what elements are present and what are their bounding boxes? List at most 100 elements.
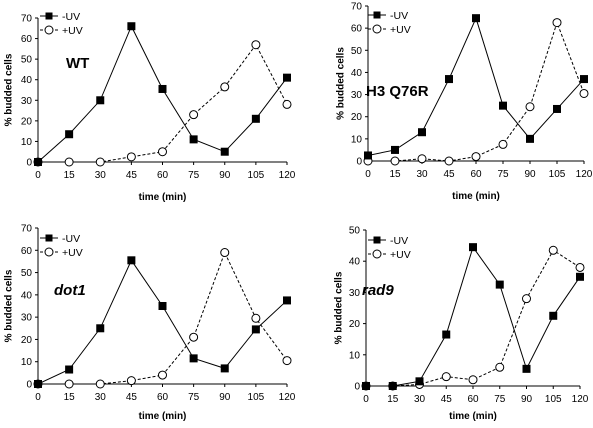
x-tick-label: 120 [572, 394, 589, 405]
x-tick-label: 15 [64, 392, 76, 403]
data-point-minus-uv [362, 382, 370, 390]
data-point-plus-uv [189, 332, 199, 342]
data-point-minus-uv [472, 14, 480, 23]
strain-label: dot1 [54, 282, 86, 299]
y-tick-label: 40 [21, 290, 33, 301]
data-point-minus-uv [283, 73, 291, 82]
x-tick-label: 45 [126, 170, 138, 181]
data-point-minus-uv [364, 151, 372, 160]
chart-panel-2: 0 10 20 30 40 50 60 70 0 15 30 45 60 75 90 105 120 time (… [336, 2, 593, 203]
data-point-minus-uv [445, 75, 453, 84]
data-point-minus-uv [34, 380, 42, 388]
y-tick-label: 60 [351, 24, 363, 35]
x-axis-label: time (min) [139, 192, 187, 203]
legend-marker-plus-uv [44, 247, 54, 257]
x-axis-label: time (min) [452, 191, 500, 202]
data-point-plus-uv [579, 88, 589, 98]
legend-label-minus-uv: -UV [390, 235, 408, 247]
data-point-minus-uv [388, 382, 397, 390]
data-point-minus-uv [415, 377, 424, 386]
y-tick-label: 0 [26, 158, 32, 169]
legend-label-minus-uv: -UV [62, 11, 80, 23]
legend-marker-plus-uv [372, 249, 382, 259]
y-tick-label: 70 [21, 14, 33, 25]
y-tick-label: 50 [351, 46, 363, 57]
legend-label-plus-uv: +UV [62, 247, 83, 259]
y-tick-label: 40 [349, 257, 361, 268]
y-tick-label: 0 [356, 157, 362, 168]
data-point-plus-uv [417, 154, 427, 164]
data-point-plus-uv [64, 157, 74, 167]
y-tick-label: 30 [21, 96, 33, 107]
data-point-minus-uv [526, 134, 534, 143]
data-point-plus-uv [282, 99, 292, 109]
data-point-minus-uv [549, 311, 558, 320]
x-tick-label: 90 [524, 169, 536, 180]
legend: -UV +UV [368, 10, 411, 36]
x-tick-label: 75 [188, 392, 200, 403]
x-tick-label: 60 [470, 169, 482, 180]
data-point-minus-uv [499, 101, 507, 110]
x-tick-label: 105 [549, 169, 566, 180]
x-tick-label: 0 [365, 169, 371, 180]
x-tick-label: 105 [248, 170, 265, 181]
data-point-plus-uv [158, 370, 167, 380]
y-tick-label: 10 [21, 137, 33, 148]
legend-label-plus-uv: +UV [390, 24, 411, 36]
x-tick-label: 30 [414, 394, 426, 405]
legend-marker-plus-uv [372, 24, 382, 34]
data-point-plus-uv [495, 362, 505, 372]
data-point-minus-uv [283, 296, 291, 305]
legend: -UV +UV [40, 233, 83, 259]
data-point-minus-uv [442, 330, 451, 339]
data-point-minus-uv [220, 364, 229, 373]
series-line-minus-uv [366, 246, 581, 387]
legend-marker-minus-uv [373, 236, 381, 244]
x-tick-label: 60 [157, 392, 169, 403]
y-tick-label: 70 [21, 224, 33, 235]
x-tick-label: 90 [219, 170, 231, 181]
data-point-plus-uv [552, 18, 562, 28]
x-tick-label: 75 [188, 170, 200, 181]
y-tick-label: 70 [351, 2, 363, 13]
data-point-plus-uv [95, 379, 105, 389]
y-tick-label: 50 [21, 268, 33, 279]
data-point-minus-uv [65, 365, 74, 374]
x-tick-label: 45 [441, 394, 453, 405]
y-tick-label: 10 [349, 350, 361, 361]
legend: -UV +UV [40, 11, 83, 37]
legend-label-minus-uv: -UV [62, 233, 80, 245]
y-tick-label: 20 [351, 112, 363, 123]
x-tick-label: 120 [576, 169, 593, 180]
x-tick-label: 30 [95, 170, 107, 181]
data-point-plus-uv [220, 82, 230, 92]
data-point-minus-uv [391, 145, 399, 154]
y-tick-label: 30 [349, 288, 361, 299]
data-point-plus-uv [441, 372, 451, 382]
series-line-minus-uv [37, 259, 288, 385]
data-point-minus-uv [127, 22, 136, 31]
data-point-plus-uv [498, 139, 508, 149]
y-axis-label: % budded cells [334, 271, 345, 344]
series-line-minus-uv [37, 25, 288, 163]
y-tick-label: 60 [21, 34, 33, 45]
y-axis-label: % budded cells [336, 47, 347, 120]
data-point-minus-uv [158, 302, 167, 310]
strain-label: WT [66, 55, 89, 72]
y-tick-label: 10 [351, 134, 363, 145]
x-tick-label: 75 [494, 394, 506, 405]
data-point-minus-uv [251, 114, 260, 123]
y-tick-label: 30 [351, 90, 363, 101]
strain-label: H3 Q76R [366, 83, 429, 100]
x-tick-label: 105 [545, 394, 562, 405]
y-tick-label: 40 [351, 68, 363, 79]
y-tick-label: 20 [21, 335, 33, 346]
data-point-plus-uv [251, 313, 261, 323]
data-point-minus-uv [96, 324, 105, 333]
data-point-minus-uv [189, 135, 198, 144]
x-tick-label: 15 [389, 169, 401, 180]
legend-label-plus-uv: +UV [390, 249, 411, 261]
data-point-minus-uv [495, 280, 504, 289]
